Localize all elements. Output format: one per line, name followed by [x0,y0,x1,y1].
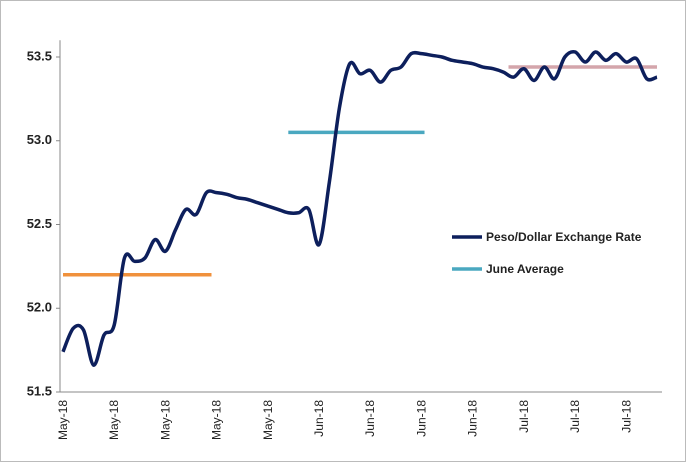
x-tick-label: Jul-18 [568,400,582,433]
legend-label: Peso/Dollar Exchange Rate [486,230,642,244]
x-tick-label: May-18 [56,400,70,440]
x-tick-label: Jun-18 [414,400,428,437]
x-tick-label: Jun-18 [466,400,480,437]
y-tick-label: 53.0 [27,132,52,147]
y-tick-label: 53.5 [27,48,52,63]
x-tick-label: Jun-18 [363,400,377,437]
x-tick-label: Jun-18 [312,400,326,437]
series-line [61,50,658,367]
x-tick-label: May-18 [261,400,275,440]
x-tick-label: May-18 [210,400,224,440]
y-tick-label: 51.5 [27,383,52,398]
x-tick-label: May-18 [158,400,172,440]
legend-label: June Average [486,262,564,276]
x-tick-label: May-18 [107,400,121,440]
y-tick-label: 52.0 [27,300,52,315]
y-tick-label: 52.5 [27,216,52,231]
x-tick-label: Jul-18 [517,400,531,433]
x-tick-label: Jul-18 [619,400,633,433]
